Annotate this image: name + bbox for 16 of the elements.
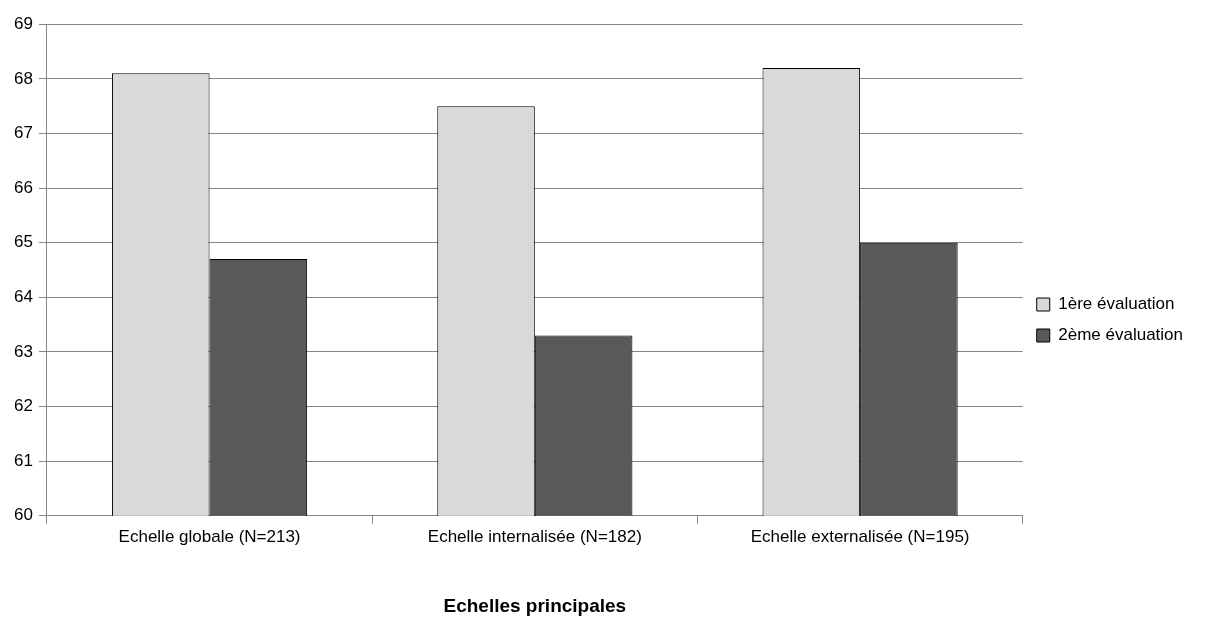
x-axis-title: Echelles principales xyxy=(443,594,627,616)
x-tick-label: Echelle internalisée (N=182) xyxy=(427,526,642,546)
x-tick-label: Echelle externalisée (N=195) xyxy=(750,526,970,546)
y-tick-label: 60 xyxy=(13,505,33,525)
y-tick-label: 67 xyxy=(13,123,33,143)
y-tick-label: 66 xyxy=(13,177,33,197)
x-tick-label: Echelle globale (N=213) xyxy=(118,526,301,546)
y-tick-label: 68 xyxy=(13,68,33,88)
legend-label: 2ème évaluation xyxy=(1058,325,1184,345)
y-tick-label: 65 xyxy=(13,232,33,252)
y-tick-label: 63 xyxy=(13,341,33,361)
y-tick-label: 61 xyxy=(13,450,33,470)
y-tick-label: 64 xyxy=(13,287,33,306)
y-tick-label: 62 xyxy=(13,396,33,416)
legend-label: 1ère évaluation xyxy=(1058,294,1175,314)
y-tick-label: 69 xyxy=(13,13,33,33)
